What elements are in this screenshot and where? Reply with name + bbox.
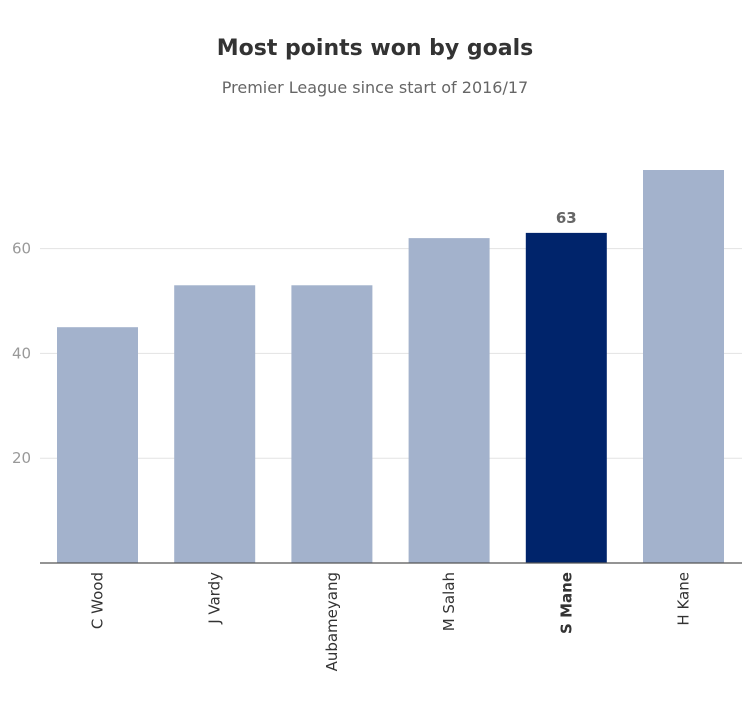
data-label: 63 (556, 209, 577, 227)
bar-c-wood (57, 327, 138, 563)
y-tick-label: 40 (12, 344, 31, 362)
chart-subtitle: Premier League since start of 2016/17 (221, 78, 529, 97)
y-tick-label: 20 (12, 449, 31, 467)
bar-s-mane (525, 232, 607, 563)
x-tick-label: J Vardy (206, 572, 224, 625)
bar-aubameyang (291, 285, 373, 563)
x-tick-label: Aubameyang (323, 572, 341, 671)
x-tick-label: C Wood (89, 572, 107, 629)
chart-title: Most points won by goals (216, 36, 534, 61)
x-tick-label: M Salah (440, 572, 458, 631)
bar-m-salah (408, 238, 490, 563)
x-tick-label: S Mane (557, 572, 575, 634)
bar-h-kane (643, 170, 724, 563)
x-tick-label: H Kane (675, 572, 693, 626)
y-tick-label: 60 (12, 240, 31, 258)
bar-j-vardy (174, 285, 256, 563)
